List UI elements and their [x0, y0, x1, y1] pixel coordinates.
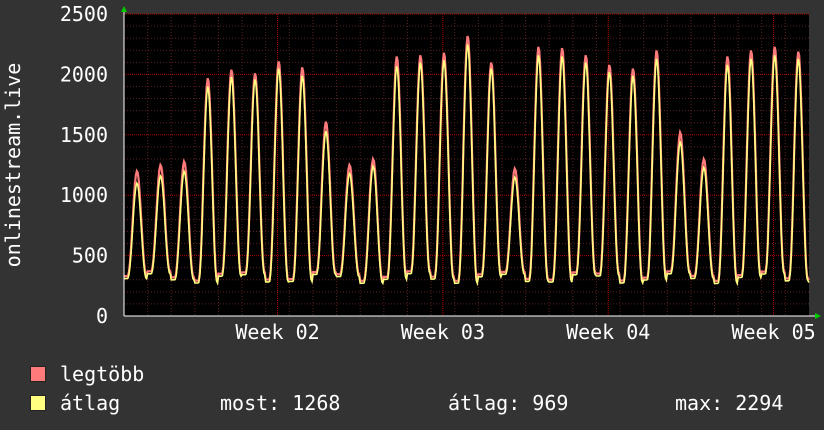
y-axis-arrow [121, 6, 127, 12]
x-axis-arrow [815, 313, 821, 319]
stat-average: átlag: 969 [448, 391, 569, 415]
x-tick-label: Week 04 [566, 320, 650, 344]
x-tick-label: Week 05 [731, 320, 815, 344]
series-line-avg [124, 44, 810, 287]
stat-now: most: 1268 [220, 391, 341, 415]
legend-item-avg: átlag [30, 391, 120, 415]
x-tick-label: Week 03 [401, 320, 485, 344]
y-tick-labels: 0 500 1000 1500 2000 2500 [60, 2, 108, 328]
series-layer [124, 35, 810, 287]
axes [121, 6, 821, 319]
x-tick-label: Week 02 [235, 320, 319, 344]
legend-label-max: legtöbb [60, 362, 145, 386]
legend-swatch-avg [30, 395, 46, 411]
y-tick-label: 1500 [60, 123, 108, 147]
y-tick-label: 2500 [60, 2, 108, 26]
y-axis-label: onlinestream.live [1, 63, 25, 268]
y-tick-label: 500 [72, 244, 108, 268]
y-tick-label: 1000 [60, 183, 108, 207]
legend-swatch-max [30, 366, 46, 382]
y-tick-label: 0 [96, 304, 108, 328]
x-tick-labels: Week 02 Week 03 Week 04 Week 05 [235, 320, 815, 344]
legend-label-avg: átlag [60, 391, 121, 415]
grid [124, 13, 809, 317]
y-tick-label: 2000 [60, 62, 108, 86]
stat-max: max: 2294 [675, 391, 784, 415]
legend-item-max: legtöbb [30, 362, 144, 386]
